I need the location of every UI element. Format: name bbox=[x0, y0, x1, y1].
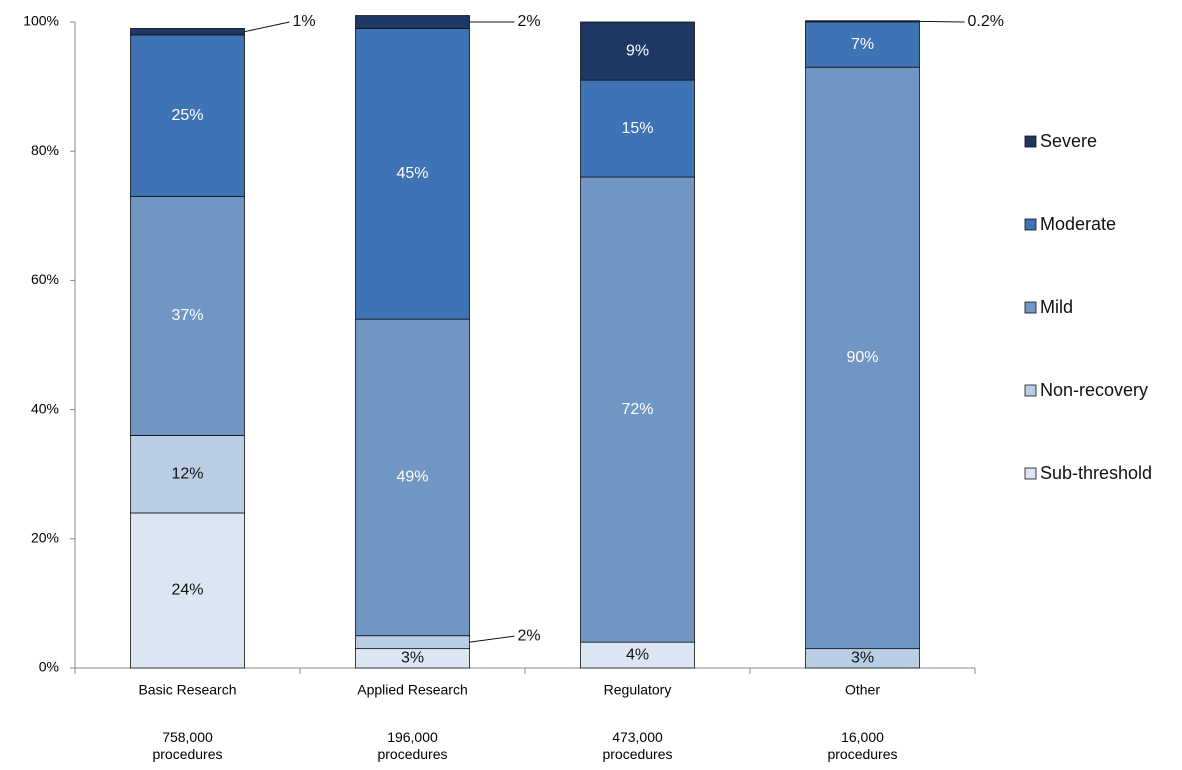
x-tick-label: Applied Research bbox=[357, 682, 468, 698]
data-label: 3% bbox=[401, 650, 424, 667]
bar-segment bbox=[355, 635, 470, 650]
data-label: 72% bbox=[621, 401, 653, 418]
bar-segment bbox=[130, 435, 245, 514]
data-label: 45% bbox=[396, 165, 428, 182]
y-tick-label: 40% bbox=[31, 400, 59, 416]
leader-line bbox=[469, 635, 515, 643]
data-label: 0.2% bbox=[968, 13, 1004, 30]
legend-swatch bbox=[1024, 301, 1037, 314]
bar-segment bbox=[805, 21, 920, 68]
x-tick-label: Other bbox=[845, 682, 880, 698]
bar-segment bbox=[130, 512, 245, 669]
y-tick-label: 80% bbox=[31, 142, 59, 158]
note-line: 473,000 bbox=[612, 729, 663, 745]
bar-segment bbox=[130, 34, 245, 197]
data-label: 90% bbox=[846, 349, 878, 366]
x-tick-label: Basic Research bbox=[138, 682, 236, 698]
bar-segment bbox=[580, 79, 695, 178]
legend-label: Non-recovery bbox=[1040, 380, 1148, 400]
data-label: 4% bbox=[626, 646, 649, 663]
data-label: 24% bbox=[171, 582, 203, 599]
data-label: 9% bbox=[626, 42, 649, 59]
y-tick-label: 0% bbox=[39, 659, 59, 675]
bar-segment bbox=[805, 20, 920, 23]
note-line: procedures bbox=[827, 746, 897, 762]
note-line: procedures bbox=[152, 746, 222, 762]
legend-label: Sub-threshold bbox=[1040, 463, 1152, 483]
data-label: 7% bbox=[851, 36, 874, 53]
x-category-note: 473,000 procedures bbox=[602, 729, 672, 762]
bar-segment bbox=[355, 28, 470, 320]
note-line: 758,000 bbox=[162, 729, 213, 745]
legend-swatch bbox=[1024, 467, 1037, 480]
legend-label: Mild bbox=[1040, 297, 1073, 317]
x-category-note: 196,000 procedures bbox=[377, 729, 447, 762]
note-line: 196,000 bbox=[387, 729, 438, 745]
legend-swatch bbox=[1024, 218, 1037, 231]
data-label: 37% bbox=[171, 307, 203, 324]
data-label: 12% bbox=[171, 465, 203, 482]
data-label: 49% bbox=[396, 469, 428, 486]
y-tick-label: 60% bbox=[31, 271, 59, 287]
legend-label: Severe bbox=[1040, 131, 1097, 151]
legend-swatch bbox=[1024, 135, 1037, 148]
legend-swatch bbox=[1024, 384, 1037, 397]
data-label: 25% bbox=[171, 107, 203, 124]
leader-line bbox=[244, 21, 290, 33]
note-line: 16,000 bbox=[841, 729, 884, 745]
data-label: 2% bbox=[518, 627, 541, 644]
bar-segment bbox=[580, 176, 695, 643]
y-tick-label: 100% bbox=[23, 13, 59, 29]
x-tick-label: Regulatory bbox=[604, 682, 672, 698]
data-label: 1% bbox=[293, 13, 316, 30]
bar-segment bbox=[355, 15, 470, 29]
bar-segment bbox=[355, 318, 470, 637]
data-label: 15% bbox=[621, 120, 653, 137]
x-category-note: 16,000 procedures bbox=[827, 729, 897, 762]
bar-segment bbox=[130, 196, 245, 436]
data-label: 2% bbox=[518, 13, 541, 30]
leader-line bbox=[919, 20, 965, 23]
data-label: 3% bbox=[851, 650, 874, 667]
note-line: procedures bbox=[377, 746, 447, 762]
note-line: procedures bbox=[602, 746, 672, 762]
bar-segment bbox=[805, 66, 920, 650]
bar-segment bbox=[130, 28, 245, 36]
y-tick-label: 20% bbox=[31, 530, 59, 546]
legend-label: Moderate bbox=[1040, 214, 1116, 234]
bar-segment bbox=[580, 21, 695, 81]
x-category-note: 758,000 procedures bbox=[152, 729, 222, 762]
